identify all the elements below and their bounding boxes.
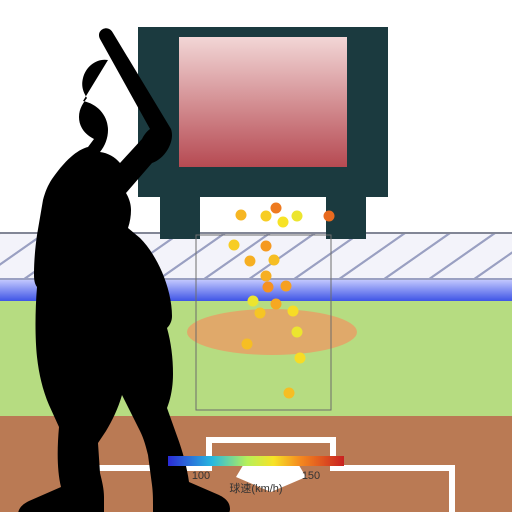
pitch-marker: [236, 210, 247, 221]
pitch-marker: [261, 211, 272, 222]
pitch-marker: [324, 211, 335, 222]
pitch-marker: [292, 327, 303, 338]
colorbar: [168, 456, 344, 466]
pitch-marker: [263, 282, 274, 293]
pitch-marker: [269, 255, 280, 266]
pitch-marker: [242, 339, 253, 350]
pitch-location-chart: 100 150 球速(km/h): [0, 0, 512, 512]
pitch-marker: [255, 308, 266, 319]
pitch-marker: [271, 203, 282, 214]
colorbar-tick-label: 150: [302, 470, 320, 482]
pitch-marker: [229, 240, 240, 251]
pitch-marker: [261, 271, 272, 282]
scoreboard-screen: [179, 37, 347, 167]
scoreboard-leg-left: [160, 197, 200, 239]
colorbar-tick-label: 100: [192, 470, 210, 482]
chart-svg: 100 150 球速(km/h): [0, 0, 512, 512]
colorbar-label: 球速(km/h): [229, 481, 282, 495]
pitch-marker: [284, 388, 295, 399]
pitch-marker: [295, 353, 306, 364]
pitch-marker: [288, 306, 299, 317]
pitch-marker: [261, 241, 272, 252]
pitch-marker: [248, 296, 259, 307]
pitch-marker: [271, 299, 282, 310]
pitch-marker: [281, 281, 292, 292]
pitch-marker: [245, 256, 256, 267]
pitch-marker: [292, 211, 303, 222]
pitch-marker: [278, 217, 289, 228]
